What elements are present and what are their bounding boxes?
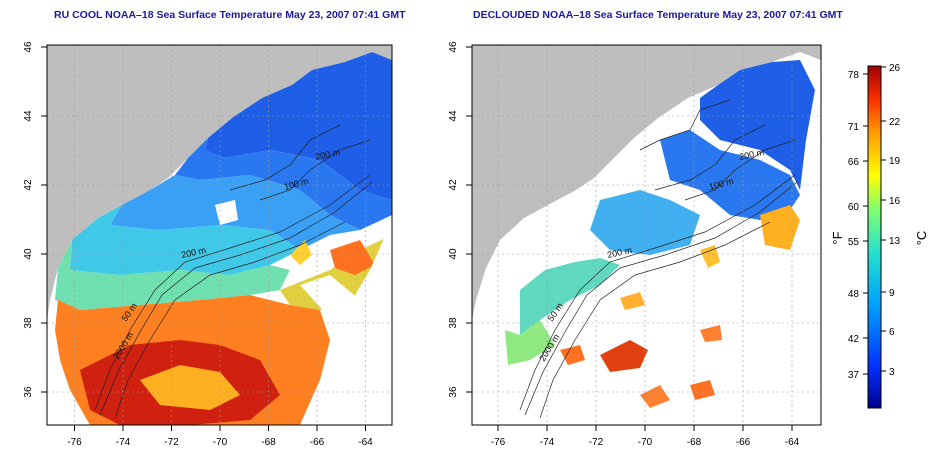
left-x-tick-label: -70 (213, 437, 228, 448)
left-x-tick-label: -74 (116, 437, 131, 448)
colorbar-f-tick: 71 (848, 122, 860, 133)
left-x-tick-label: -64 (358, 437, 373, 448)
colorbar: 78 71 66 60 55 48 42 37 26 22 19 16 13 9… (830, 63, 929, 409)
right-lat-lon-grid (472, 45, 821, 425)
right-bathymetry-contours (519, 99, 798, 419)
colorbar-f-tick: 55 (848, 237, 860, 248)
left-map-panel: 200 m 100 m 200 m 50 m 2000 m -76 -74 -7… (23, 41, 393, 448)
right-panel-title: DECLOUDED NOAA–18 Sea Surface Temperatur… (473, 9, 843, 21)
left-lat-lon-grid (47, 45, 392, 425)
right-x-tick-label: -66 (736, 437, 751, 448)
left-panel-title: RU COOL NOAA–18 Sea Surface Temperature … (54, 9, 406, 21)
colorbar-c-tick: 13 (889, 236, 901, 247)
left-x-tick-label: -68 (261, 437, 276, 448)
right-y-tick-label: 42 (448, 179, 459, 191)
right-x-tick-label: -64 (785, 437, 800, 448)
right-y-tick-label: 46 (448, 41, 459, 53)
colorbar-c-tick: 3 (889, 367, 895, 378)
colorbar-f-tick: 48 (848, 289, 860, 300)
left-y-tick-label: 38 (23, 317, 34, 329)
right-x-tick-label: -70 (638, 437, 653, 448)
colorbar-f-tick: 42 (848, 334, 860, 345)
colorbar-c-tick: 16 (889, 196, 901, 207)
colorbar-gradient (867, 65, 882, 409)
right-x-tick-label: -72 (589, 437, 604, 448)
right-map-frame (471, 44, 822, 426)
left-y-axis (41, 46, 47, 393)
colorbar-f-tick: 60 (848, 202, 860, 213)
left-y-tick-label: 44 (23, 110, 34, 122)
colorbar-c-tick: 6 (889, 327, 895, 338)
left-x-tick-label: -72 (164, 437, 179, 448)
left-y-tick-label: 46 (23, 41, 34, 53)
right-x-tick-label: -74 (540, 437, 555, 448)
left-land-mass (47, 45, 392, 320)
left-x-tick-label: -66 (310, 437, 325, 448)
right-y-axis (466, 46, 472, 393)
colorbar-c-tick: 9 (889, 288, 895, 299)
right-y-tick-label: 38 (448, 317, 459, 329)
colorbar-c-tick: 22 (889, 117, 901, 128)
right-land-mass (472, 45, 821, 320)
colorbar-c-tick: 26 (889, 63, 901, 74)
colorbar-fahrenheit-label: °F (830, 231, 845, 244)
right-y-tick-label: 36 (448, 386, 459, 398)
colorbar-celsius-label: °C (914, 231, 929, 246)
left-x-axis (74, 425, 366, 431)
right-y-tick-label: 44 (448, 110, 459, 122)
right-map-panel: 200 m 100 m 200 m 50 m 2000 m -76 -74 -7… (448, 41, 822, 448)
left-bathymetry-contours (94, 124, 373, 419)
left-y-tick-label: 36 (23, 386, 34, 398)
colorbar-f-tick: 78 (848, 70, 860, 81)
left-y-tick-label: 42 (23, 179, 34, 191)
right-x-tick-label: -76 (491, 437, 506, 448)
colorbar-f-tick: 66 (848, 157, 860, 168)
colorbar-f-tick: 37 (848, 370, 860, 381)
right-x-axis (497, 425, 793, 431)
left-y-tick-label: 40 (23, 248, 34, 260)
right-x-tick-label: -68 (687, 437, 702, 448)
colorbar-c-tick: 19 (889, 156, 901, 167)
left-x-tick-label: -76 (67, 437, 82, 448)
right-y-tick-label: 40 (448, 248, 459, 260)
